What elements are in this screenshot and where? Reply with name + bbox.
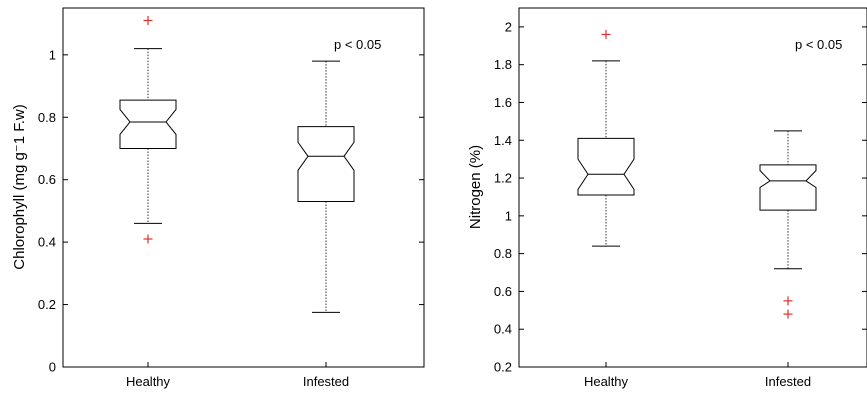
x-tick-label: Healthy bbox=[584, 374, 629, 389]
y-tick-label: 0 bbox=[49, 360, 56, 375]
y-tick-label: 1.6 bbox=[494, 95, 512, 110]
x-ticks: Healthy Infested bbox=[126, 362, 349, 389]
y-tick-label: 1.4 bbox=[494, 133, 512, 148]
boxes bbox=[577, 29, 817, 319]
y-tick-label: 1 bbox=[505, 208, 512, 223]
outlier-marker bbox=[783, 309, 793, 319]
y-tick-label: 0.8 bbox=[494, 246, 512, 261]
y-tick-label: 1.2 bbox=[494, 171, 512, 186]
y-tick-label: 0.6 bbox=[38, 172, 56, 187]
y-tick-label: 2 bbox=[505, 19, 512, 34]
y-tick-label: 0.6 bbox=[494, 284, 512, 299]
x-tick-label: Infested bbox=[765, 374, 811, 389]
p-value-annotation: p < 0.05 bbox=[334, 37, 381, 52]
boxes bbox=[119, 15, 355, 313]
y-axis-label: Chlorophyll (mg g⁻1 F.w) bbox=[11, 104, 28, 269]
y-ticks: 0 0.2 0.4 0.6 0.8 1 bbox=[38, 47, 424, 375]
outlier-marker bbox=[601, 29, 611, 39]
y-tick-label: 1.8 bbox=[494, 57, 512, 72]
y-tick-label: 0.4 bbox=[38, 235, 56, 250]
x-ticks: Healthy Infested bbox=[584, 362, 811, 389]
plot-frame bbox=[518, 7, 867, 368]
y-ticks: 0.2 0.4 0.6 0.8 1 1.2 1.4 1.6 1.8 2 bbox=[494, 19, 867, 375]
outlier-marker bbox=[143, 15, 153, 25]
outlier-marker bbox=[143, 234, 153, 244]
y-tick-label: 0.4 bbox=[494, 322, 512, 337]
outlier-marker bbox=[783, 296, 793, 306]
y-tick-label: 0.2 bbox=[494, 360, 512, 375]
nitrogen-chart: Nitrogen (%) p < 0.05 0.2 0.4 0.6 0.8 1 1.2 1.… bbox=[467, 7, 867, 389]
notched-box bbox=[577, 137, 635, 196]
plot-frame bbox=[62, 7, 425, 368]
p-value-annotation: p < 0.05 bbox=[795, 37, 842, 52]
notched-box bbox=[759, 164, 817, 211]
y-tick-label: 0.2 bbox=[38, 297, 56, 312]
chlorophyll-chart: Chlorophyll (mg g⁻1 F.w) p < 0.05 0 0.2 0.… bbox=[11, 7, 425, 389]
notched-box bbox=[297, 126, 355, 203]
y-tick-label: 1 bbox=[49, 47, 56, 62]
y-axis-label: Nitrogen (%) bbox=[467, 145, 484, 229]
notched-box bbox=[119, 99, 177, 149]
x-tick-label: Healthy bbox=[126, 374, 171, 389]
x-tick-label: Infested bbox=[303, 374, 349, 389]
y-tick-label: 0.8 bbox=[38, 110, 56, 125]
